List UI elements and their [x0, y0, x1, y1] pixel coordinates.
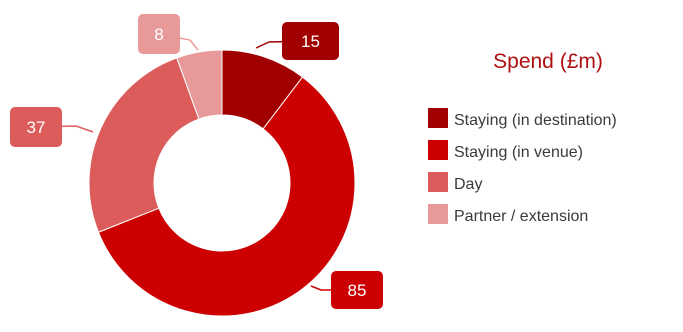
legend-swatch-2 — [428, 140, 448, 160]
callout-box-3 — [10, 107, 62, 147]
legend-title: Spend (£m) — [493, 50, 603, 73]
donut-slice-3 — [88, 57, 200, 233]
legend-label-3: Day — [454, 176, 482, 193]
donut-slice-4 — [176, 49, 223, 120]
data-label-4: 8 — [154, 25, 163, 44]
callout-box-2 — [331, 271, 383, 309]
legend-label-4: Partner / extension — [454, 208, 588, 225]
donut-slice-2 — [97, 76, 356, 317]
data-label-1: 15 — [301, 32, 320, 51]
callout-box-4 — [138, 14, 180, 54]
legend-label-1: Staying (in destination) — [454, 112, 617, 129]
legend-swatch-1 — [428, 108, 448, 128]
legend-label-2: Staying (in venue) — [454, 144, 583, 161]
legend-swatch-4 — [428, 204, 448, 224]
data-label-2: 85 — [348, 281, 367, 300]
data-label-3: 37 — [27, 118, 46, 137]
callout-box-1 — [282, 22, 339, 60]
legend-swatch-3 — [428, 172, 448, 192]
